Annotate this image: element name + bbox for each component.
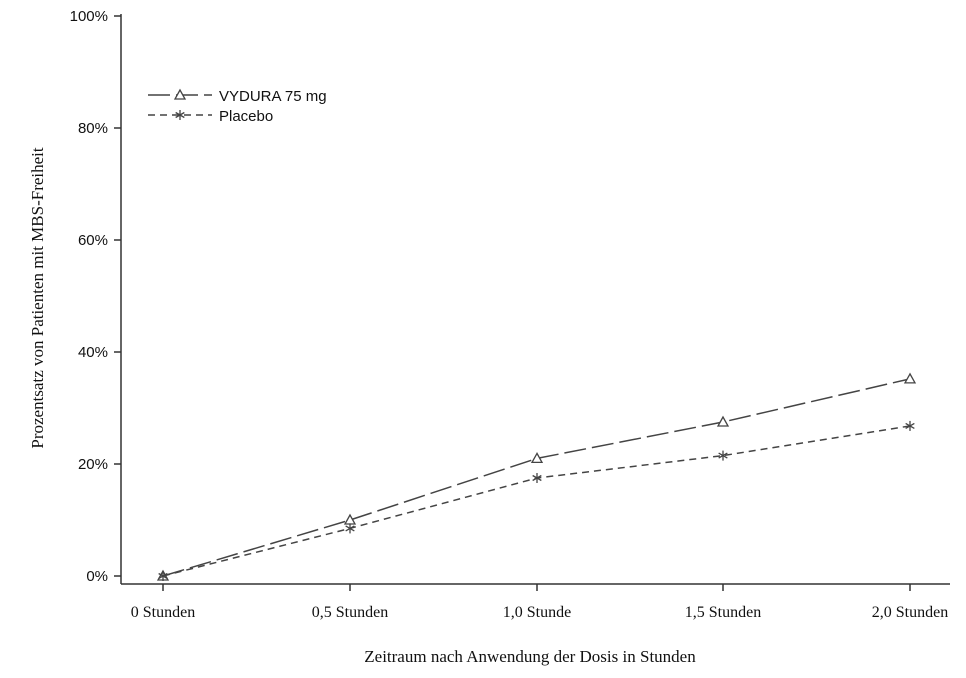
x-tick-label: 2,0 Stunden <box>872 604 948 621</box>
legend-label: VYDURA 75 mg <box>219 88 327 105</box>
asterisk-marker <box>175 110 185 120</box>
y-axis-title: Prozentsatz von Patienten mit MBS-Freihe… <box>28 147 47 449</box>
x-tick-label: 0 Stunden <box>131 604 195 621</box>
x-axis-title: Zeitraum nach Anwendung der Dosis in Stu… <box>364 647 696 666</box>
series <box>156 372 917 581</box>
y-axis: 0% 20% 40% 60% 80% 100% <box>70 8 122 585</box>
asterisk-marker <box>532 473 542 483</box>
x-axis: 0 Stunden 0,5 Stunden 1,0 Stunde 1,5 Stunde… <box>121 583 950 621</box>
y-tick-label: 40% <box>78 344 108 361</box>
legend-item: Placebo <box>148 108 273 125</box>
y-tick-label: 60% <box>78 232 108 249</box>
y-tick-label: 100% <box>70 8 108 25</box>
y-tick-label: 80% <box>78 120 108 137</box>
series-line <box>162 425 911 577</box>
legend: VYDURA 75 mg Placebo <box>148 88 327 125</box>
x-tick-label: 1,0 Stunde <box>503 604 571 621</box>
legend-item: VYDURA 75 mg <box>148 88 327 105</box>
triangle-marker <box>716 415 730 427</box>
triangle-marker <box>173 88 187 100</box>
x-ticks: 0 Stunden 0,5 Stunden 1,0 Stunde 1,5 Stunde… <box>131 584 948 621</box>
asterisk-marker <box>158 571 168 581</box>
y-tick-label: 20% <box>78 456 108 473</box>
asterisk-marker <box>905 420 915 431</box>
legend-label: Placebo <box>219 108 273 125</box>
y-tick-label: 0% <box>86 568 108 585</box>
asterisk-marker <box>718 450 728 461</box>
series-placebo <box>158 420 915 581</box>
triangle-marker <box>530 452 544 464</box>
x-tick-label: 0,5 Stunden <box>312 604 388 621</box>
y-ticks: 0% 20% 40% 60% 80% 100% <box>70 8 121 585</box>
x-tick-label: 1,5 Stunden <box>685 604 761 621</box>
triangle-marker <box>903 372 917 384</box>
asterisk-marker <box>345 523 355 534</box>
